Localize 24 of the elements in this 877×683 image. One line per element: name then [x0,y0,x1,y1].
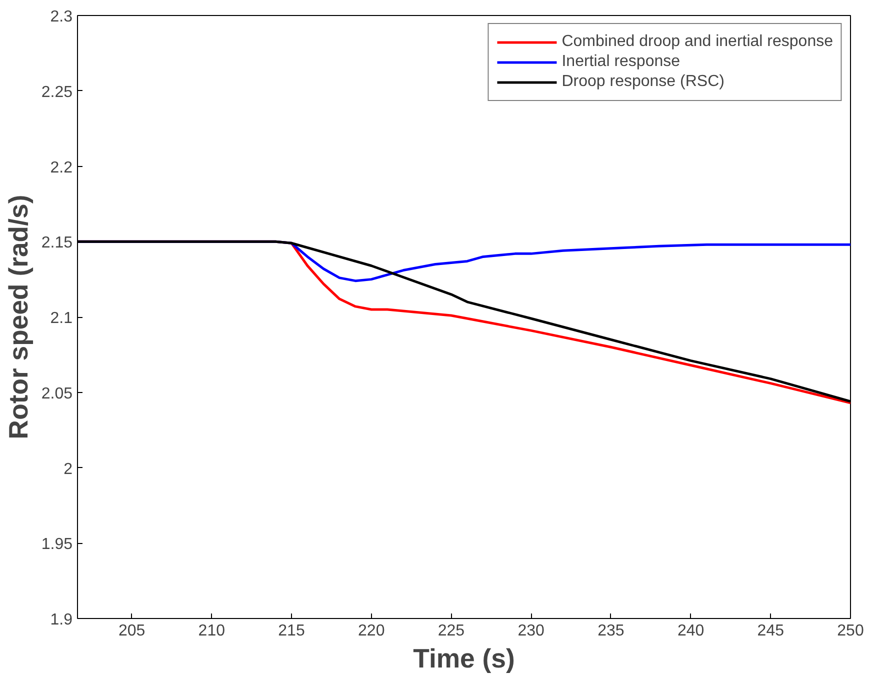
y-axis-title: Rotor speed (rad/s) [3,194,34,440]
x-tick-label: 250 [837,622,864,640]
legend-label: Combined droop and inertial response [562,33,833,51]
y-tick-label: 2.05 [41,385,73,402]
y-tick-label: 2.25 [41,84,73,101]
y-tick-label: 1.95 [41,536,73,554]
y-tick-label: 2 [64,460,73,478]
x-tick-label: 205 [118,622,146,640]
x-tick-label: 230 [518,622,545,640]
y-tick-label: 2.2 [50,159,73,176]
x-tick-label: 235 [598,622,624,640]
y-tick-label: 2.15 [41,234,73,252]
x-tick-label: 210 [198,622,226,640]
x-axis-title: Time (s) [413,644,515,674]
legend-label: Inertial response [562,53,680,71]
x-tick-label: 240 [677,622,704,640]
x-tick-label: 215 [278,622,305,640]
x-tick-label: 245 [757,622,784,640]
x-tick-label: 225 [438,622,465,640]
y-tick-label: 2.1 [50,310,73,327]
y-tick-label: 1.9 [50,612,73,628]
x-tick-label: 220 [358,622,385,640]
legend-label: Droop response (RSC) [562,73,724,91]
y-tick-label: 2.3 [50,8,73,26]
